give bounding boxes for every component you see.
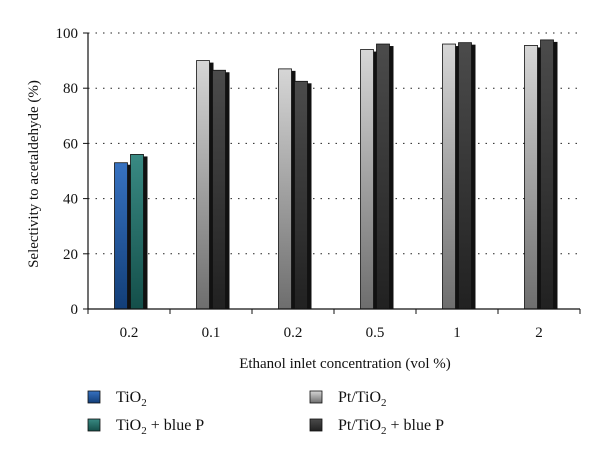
bar-shadow bbox=[537, 47, 542, 310]
x-tick-label: 1 bbox=[453, 325, 461, 341]
legend-swatch bbox=[309, 390, 323, 404]
x-tick-label: 2 bbox=[535, 325, 543, 341]
bar bbox=[360, 49, 374, 310]
bar bbox=[212, 69, 226, 310]
y-tick-label: 40 bbox=[63, 192, 78, 208]
bar bbox=[376, 43, 390, 310]
legend-label: Pt/TiO2 bbox=[338, 389, 387, 409]
axes bbox=[83, 32, 581, 314]
legend-label: Pt/TiO2 + blue P bbox=[338, 417, 444, 437]
bar-shadow bbox=[373, 51, 378, 310]
bar-shadow bbox=[471, 44, 476, 309]
bar bbox=[114, 162, 128, 310]
x-tick-label: 0.1 bbox=[202, 325, 221, 341]
y-tick-label: 100 bbox=[56, 26, 79, 42]
bar-shadow bbox=[127, 164, 132, 309]
bar-shadow bbox=[553, 41, 558, 310]
x-tick-label: 0.2 bbox=[120, 325, 139, 341]
bar bbox=[540, 39, 554, 310]
bar bbox=[130, 154, 144, 310]
y-tick-label: 0 bbox=[71, 302, 79, 318]
legend-swatch bbox=[87, 418, 101, 432]
x-tick-label: 0.5 bbox=[366, 325, 385, 341]
bar-shadow bbox=[209, 62, 214, 309]
tick-labels: 0 20 40 60 80 100 0.2 0.1 0.2 0.5 1 2 bbox=[56, 26, 543, 341]
bar-shadow bbox=[307, 83, 312, 309]
bars bbox=[114, 39, 558, 310]
legend: TiO2 TiO2 + blue P Pt/TiO2 Pt/TiO2 + blue P bbox=[87, 389, 444, 437]
bar bbox=[524, 45, 538, 310]
legend-label: TiO2 bbox=[116, 389, 147, 409]
y-tick-label: 20 bbox=[63, 247, 78, 263]
bar-shadow bbox=[143, 156, 148, 309]
bar bbox=[278, 68, 292, 310]
bar bbox=[294, 80, 308, 310]
bar-shadow bbox=[291, 70, 296, 309]
gridlines bbox=[88, 32, 580, 255]
legend-label: TiO2 + blue P bbox=[116, 417, 204, 437]
bar bbox=[196, 60, 210, 310]
bar-shadow bbox=[389, 46, 394, 309]
bar bbox=[458, 42, 472, 310]
legend-swatch bbox=[309, 418, 323, 432]
y-axis-title: Selectivity to acetaldehyde (%) bbox=[26, 80, 42, 268]
x-axis-title: Ethanol inlet concentration (vol %) bbox=[239, 356, 451, 372]
bar-shadow bbox=[455, 46, 460, 309]
bar-shadow bbox=[225, 72, 230, 309]
x-tick-label: 0.2 bbox=[284, 325, 303, 341]
y-tick-label: 60 bbox=[63, 136, 78, 152]
y-tick-label: 80 bbox=[63, 81, 78, 97]
legend-swatch bbox=[87, 390, 101, 404]
bar bbox=[442, 43, 456, 310]
